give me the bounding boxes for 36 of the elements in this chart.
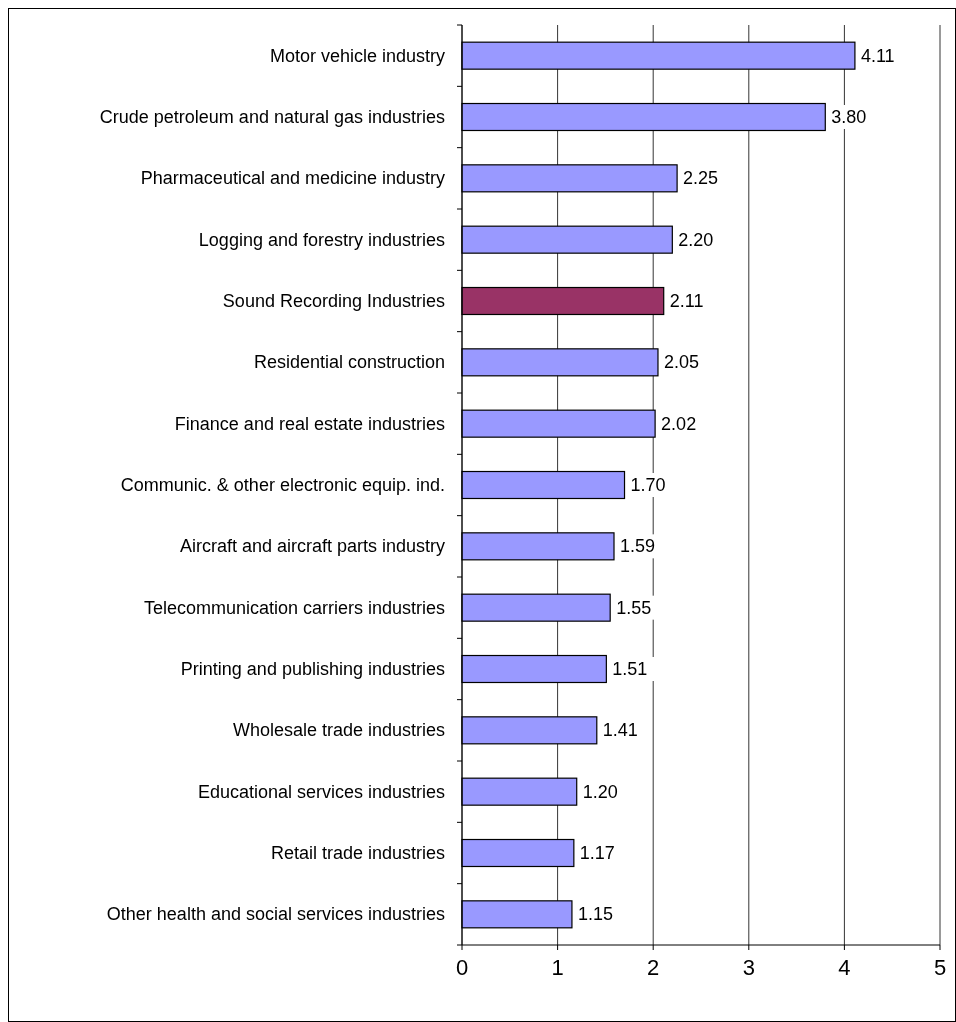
y-tick-label: Logging and forestry industries [198,229,445,250]
x-tick-label: 0 [455,955,469,980]
x-tick-label: 3 [742,955,755,980]
y-tick-label: Finance and real estate industries [174,413,445,434]
x-tick-label: 4 [838,955,851,980]
data-label: 2.20 [678,229,714,250]
data-label: 2.25 [683,168,719,189]
data-label: 1.51 [612,659,648,679]
y-tick-label: Wholesale trade industries [232,720,445,741]
y-tick-label: Retail trade industries [270,843,445,863]
data-label: 1.17 [579,843,615,863]
y-tick-label: Educational services industries [197,781,445,802]
y-tick-label: Crude petroleum and natural gas industries [99,107,445,127]
data-label: 3.80 [831,107,867,127]
data-label: 1.55 [616,597,652,618]
data-label: 4.11 [860,45,895,66]
data-label: 2.11 [669,291,704,311]
y-tick-label: Motor vehicle industry [269,45,445,66]
data-label: 1.20 [582,781,618,802]
x-tick-label: 5 [933,955,947,980]
y-tick-label: Aircraft and aircraft parts industry [179,536,445,557]
y-tick-label: Communic. & other electronic equip. ind. [120,475,445,495]
y-tick-label: Telecommunication carriers industries [143,597,445,618]
y-tick-label: Residential construction [253,352,445,373]
y-tick-label: Other health and social services industries [106,904,445,925]
x-tick-label: 1 [551,955,564,980]
data-label: 1.15 [577,904,613,925]
data-label: 1.59 [620,536,656,557]
y-tick-label: Sound Recording Industries [222,291,445,311]
data-label: 1.41 [602,720,638,741]
data-label: 2.05 [663,352,700,373]
y-tick-label: Pharmaceutical and medicine industry [140,168,445,189]
x-tick-label: 2 [647,955,660,980]
y-tick-label: Printing and publishing industries [180,659,445,679]
data-label: 1.70 [630,475,666,495]
data-label: 2.02 [661,413,697,434]
